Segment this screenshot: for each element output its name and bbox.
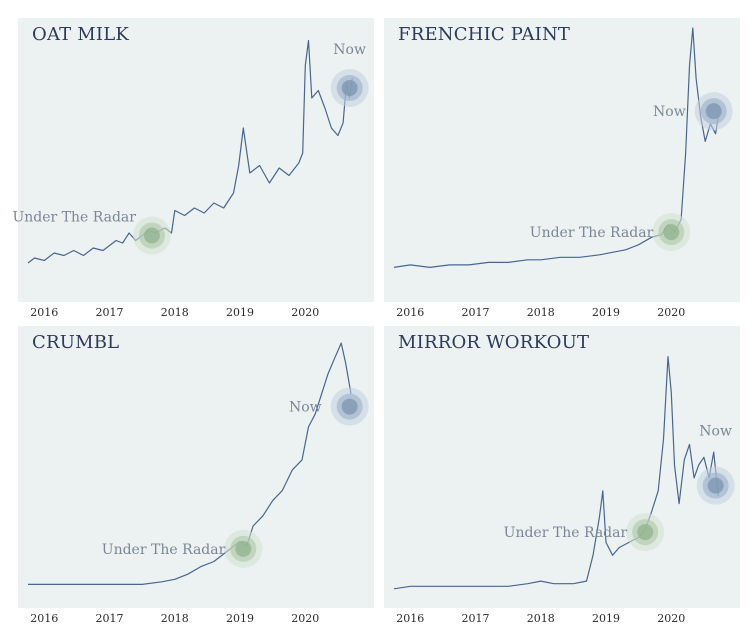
now-marker (694, 92, 733, 131)
annotation-label: Now (333, 42, 366, 58)
x-tick-label: 2018 (527, 306, 555, 319)
chart-title: FRENCHIC PAINT (398, 24, 571, 45)
x-tick-label: 2016 (30, 612, 58, 625)
x-tick-label: 2017 (96, 306, 124, 319)
series-line (393, 356, 719, 590)
x-tick-label: 2020 (657, 306, 685, 319)
x-tick-label: 2020 (291, 612, 319, 625)
annotation-label: Under The Radar (504, 525, 628, 541)
x-tick-label: 2018 (161, 306, 189, 319)
now-marker (330, 69, 369, 107)
annotation-label: Now (653, 104, 686, 120)
annotation-label: Now (289, 400, 322, 416)
x-tick-label: 2018 (527, 612, 555, 625)
x-tick-label: 2019 (226, 612, 254, 625)
x-tick-label: 2016 (396, 612, 424, 625)
series-line (393, 27, 719, 268)
x-tick-label: 2019 (592, 612, 620, 625)
chart-panel-crumbl: CRUMBL 2016 2017 2018 2019 2020 Under The Rad… (18, 326, 374, 625)
x-tick-label: 2016 (30, 306, 58, 319)
x-tick-label: 2020 (657, 612, 685, 625)
chart-title: CRUMBL (32, 332, 120, 353)
annotation-label: Under The Radar (530, 225, 654, 241)
annotation-label: Under The Radar (12, 210, 136, 226)
chart-title: OAT MILK (32, 24, 130, 45)
chart-svg-frenchic-paint: 2016 2017 2018 2019 2020 Under The Radar Now (393, 27, 733, 319)
under-the-radar-marker (652, 213, 691, 252)
x-tick-label: 2020 (291, 306, 319, 319)
x-tick-label: 2017 (96, 612, 124, 625)
x-tick-label: 2017 (462, 306, 490, 319)
chart-svg-mirror-workout: 2016 2017 2018 2019 2020 Under The Radar Now (393, 356, 735, 625)
now-marker (330, 387, 369, 426)
chart-title: MIRROR WORKOUT (398, 332, 590, 353)
under-the-radar-marker (626, 513, 665, 552)
x-tick-label: 2017 (462, 612, 490, 625)
x-tick-label: 2019 (226, 306, 254, 319)
chart-svg-oat-milk: 2016 2017 2018 2019 2020 Under The Radar Now (12, 39, 369, 319)
chart-panel-oat-milk: OAT MILK 2016 2017 2018 2019 2020 Under The R… (12, 18, 374, 319)
series-line (27, 39, 353, 264)
annotation-label: Now (699, 424, 732, 440)
chart-panel-frenchic-paint: FRENCHIC PAINT 2016 2017 2018 2019 2020 Under… (384, 18, 740, 319)
annotation-label: Under The Radar (102, 542, 226, 558)
chart-panel-mirror-workout: MIRROR WORKOUT 2016 2017 2018 2019 2020 Under… (384, 326, 740, 625)
x-tick-label: 2016 (396, 306, 424, 319)
under-the-radar-marker (132, 216, 171, 255)
now-marker (696, 466, 735, 505)
chart-svg-crumbl: 2016 2017 2018 2019 2020 Under The Radar Now (28, 342, 369, 625)
under-the-radar-marker (224, 529, 263, 568)
x-tick-label: 2019 (592, 306, 620, 319)
x-tick-label: 2018 (161, 612, 189, 625)
